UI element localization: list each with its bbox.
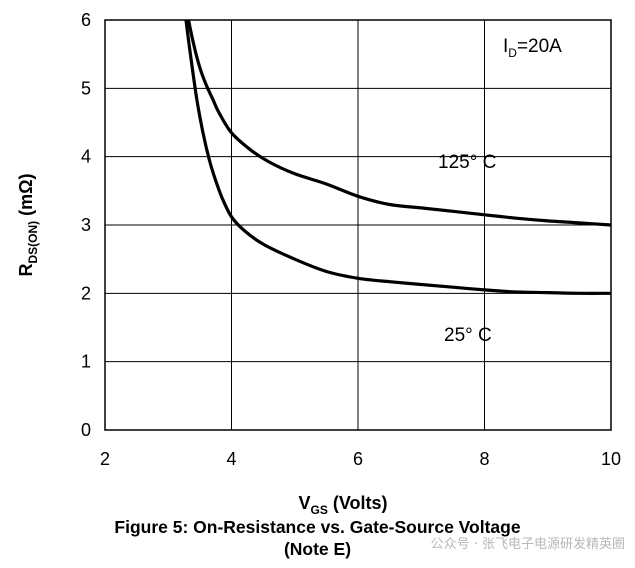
x-axis-title: VGS (Volts) [298,493,387,517]
figure-note: (Note E) [283,539,352,559]
series-line-125c [186,19,612,227]
series-layer [184,19,612,295]
grid [104,19,612,431]
figure-caption: Figure 5: On-Resistance vs. Gate-Source … [114,517,521,537]
series-label-25c: 25° C [444,325,492,346]
y-tick-label: 0 [81,420,91,440]
x-tick-label: 4 [226,449,236,469]
y-tick-label: 5 [81,78,91,98]
x-tick-label: 2 [100,449,110,469]
series-label-125c: 125° C [438,152,496,173]
series-line-25c [184,19,612,295]
y-axis-title: RDS(ON) (mΩ) [16,173,40,276]
x-tick-label: 6 [353,449,363,469]
y-tick-label: 4 [81,147,91,167]
x-tick-label: 10 [601,449,621,469]
y-tick-label: 1 [81,352,91,372]
plot-frame [104,19,612,431]
watermark: 公众号 · 张飞电子电源研发精英圈 [430,537,625,552]
y-tick-label: 6 [81,10,91,30]
tick-labels: 2 4 6 8 10 0 1 2 3 4 5 6 [81,10,621,469]
condition-label: ID=20A [503,36,562,60]
y-tick-label: 2 [81,283,91,303]
y-tick-label: 3 [81,215,91,235]
x-tick-label: 8 [479,449,489,469]
